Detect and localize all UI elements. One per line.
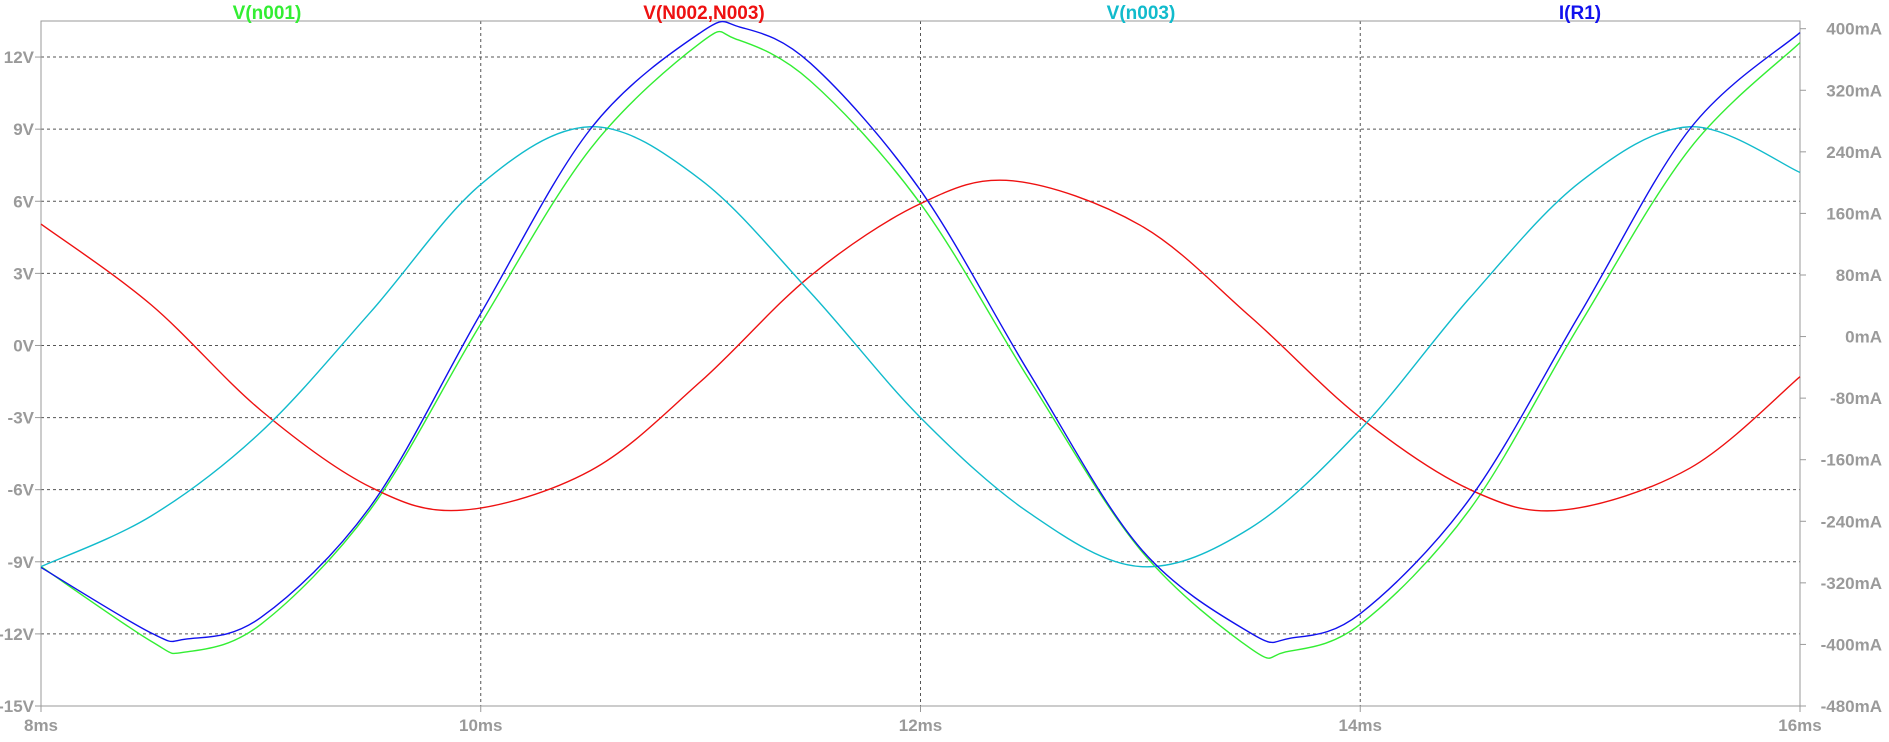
- y-left-tick-label: -6V: [8, 481, 35, 500]
- x-axis-ticks: 8ms 10ms 12ms 14ms 16ms: [24, 706, 1822, 735]
- y-left-tick-label: 9V: [13, 120, 34, 139]
- y-left-tick-label: -9V: [8, 553, 35, 572]
- legend-entry-i-r1[interactable]: I(R1): [1559, 3, 1601, 24]
- y-left-tick-label: 3V: [13, 264, 34, 283]
- y-axis-left-ticks: 12V 9V 6V 3V 0V -3V -6V -9V -12V -15V: [0, 48, 41, 716]
- x-tick-label: 12ms: [899, 716, 942, 735]
- series-lines: [40, 20, 1801, 659]
- y-right-tick-label: 0mA: [1845, 328, 1882, 347]
- y-right-tick-label: -400mA: [1821, 635, 1882, 654]
- legend-entry-v-n001[interactable]: V(n001): [233, 3, 302, 24]
- y-right-tick-label: -240mA: [1821, 512, 1882, 531]
- y-left-tick-label: -12V: [0, 625, 35, 644]
- y-axis-right-ticks: 400mA 320mA 240mA 160mA 80mA 0mA -80mA -160mA -2…: [1800, 20, 1882, 716]
- y-right-tick-label: 400mA: [1826, 20, 1882, 39]
- y-left-tick-label: -15V: [0, 697, 35, 716]
- y-left-tick-label: -3V: [8, 409, 35, 428]
- legend: V(n001) V(N002,N003) V(n003) I(R1): [233, 3, 1601, 24]
- y-right-tick-label: 80mA: [1836, 266, 1882, 285]
- y-right-tick-label: 240mA: [1826, 143, 1882, 162]
- y-right-tick-label: -160mA: [1821, 451, 1882, 470]
- y-left-tick-label: 12V: [4, 48, 35, 67]
- series-line-v-n002-n003: [40, 179, 1801, 512]
- y-right-tick-label: -480mA: [1821, 697, 1882, 716]
- x-tick-label: 14ms: [1339, 716, 1382, 735]
- y-right-tick-label: 320mA: [1826, 81, 1882, 100]
- x-tick-label: 16ms: [1778, 716, 1821, 735]
- y-right-tick-label: 160mA: [1826, 204, 1882, 223]
- y-left-tick-label: 0V: [13, 336, 34, 355]
- y-right-tick-label: -320mA: [1821, 574, 1882, 593]
- x-tick-label: 10ms: [459, 716, 502, 735]
- legend-entry-v-n002-n003[interactable]: V(N002,N003): [643, 3, 764, 24]
- series-line-i-r1: [40, 20, 1801, 644]
- y-left-tick-label: 6V: [13, 192, 34, 211]
- legend-entry-v-n003[interactable]: V(n003): [1107, 3, 1176, 24]
- grid: [41, 21, 1800, 706]
- y-right-tick-label: -80mA: [1830, 389, 1882, 408]
- x-tick-label: 8ms: [24, 716, 58, 735]
- series-line-v-n003: [40, 126, 1801, 568]
